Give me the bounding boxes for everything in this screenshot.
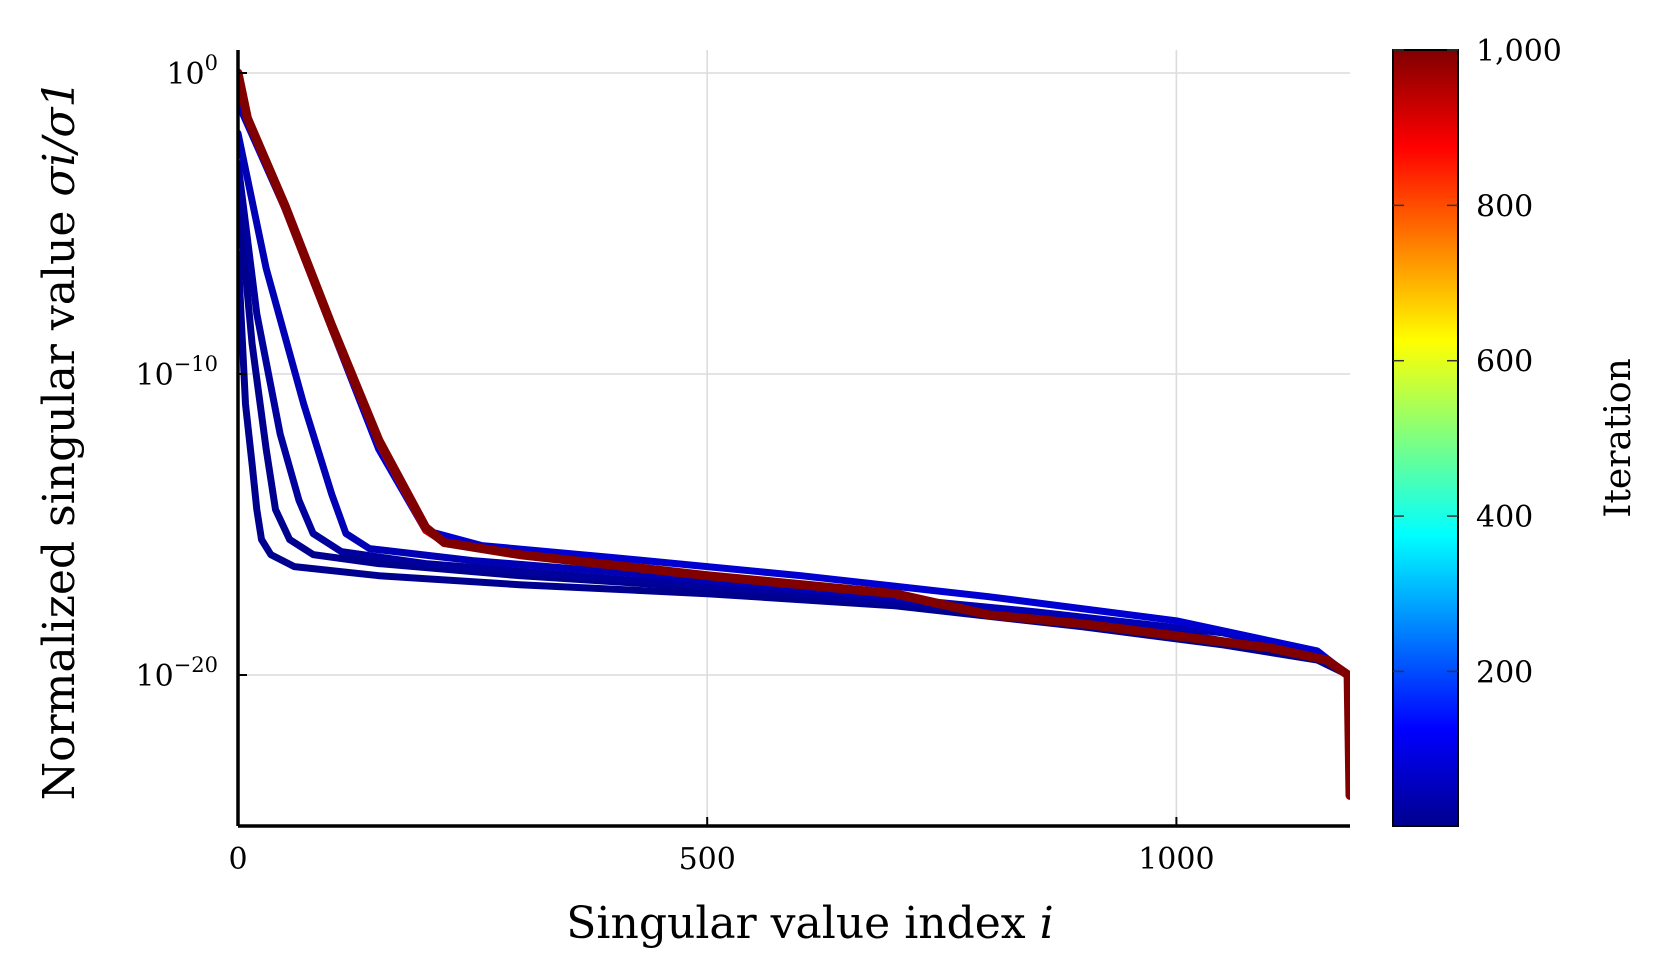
series-line-150 bbox=[238, 129, 1350, 739]
series-line-1000 bbox=[238, 68, 1350, 800]
x-tick-label-2: 1000 bbox=[1138, 842, 1214, 877]
y-tick-label-0: 100 bbox=[166, 51, 218, 92]
colorbar bbox=[1392, 49, 1459, 827]
colorbar-tick-label-4: 1,000 bbox=[1476, 34, 1562, 69]
colorbar-tick-label-0: 200 bbox=[1476, 655, 1533, 690]
y-axis-label: Normalized singular value σi/σ1 bbox=[34, 80, 85, 801]
x-tick-label-0: 0 bbox=[228, 842, 247, 877]
y-tick-labels: 100 10−10 10−20 bbox=[135, 51, 247, 694]
x-axis-label: Singular value index i bbox=[566, 898, 1053, 949]
series-group bbox=[238, 68, 1350, 800]
series-line-50 bbox=[238, 189, 1350, 739]
y-tick-label-2: 10−20 bbox=[135, 653, 218, 694]
x-tick-label-1: 500 bbox=[679, 842, 736, 877]
colorbar-tick-label-2: 600 bbox=[1476, 345, 1533, 380]
colorbar-label: Iteration bbox=[1598, 358, 1639, 518]
colorbar-ticks: 200 400 600 800 1,000 bbox=[1393, 34, 1562, 690]
colorbar-tick-label-3: 800 bbox=[1476, 189, 1533, 224]
series-line-100 bbox=[238, 159, 1350, 739]
colorbar-tick-label-1: 400 bbox=[1476, 500, 1533, 535]
x-tick-labels: 0 500 1000 bbox=[228, 817, 1215, 877]
series-line-900 bbox=[238, 69, 1350, 799]
y-tick-label-1: 10−10 bbox=[135, 352, 218, 393]
grid-lines bbox=[238, 50, 1350, 826]
